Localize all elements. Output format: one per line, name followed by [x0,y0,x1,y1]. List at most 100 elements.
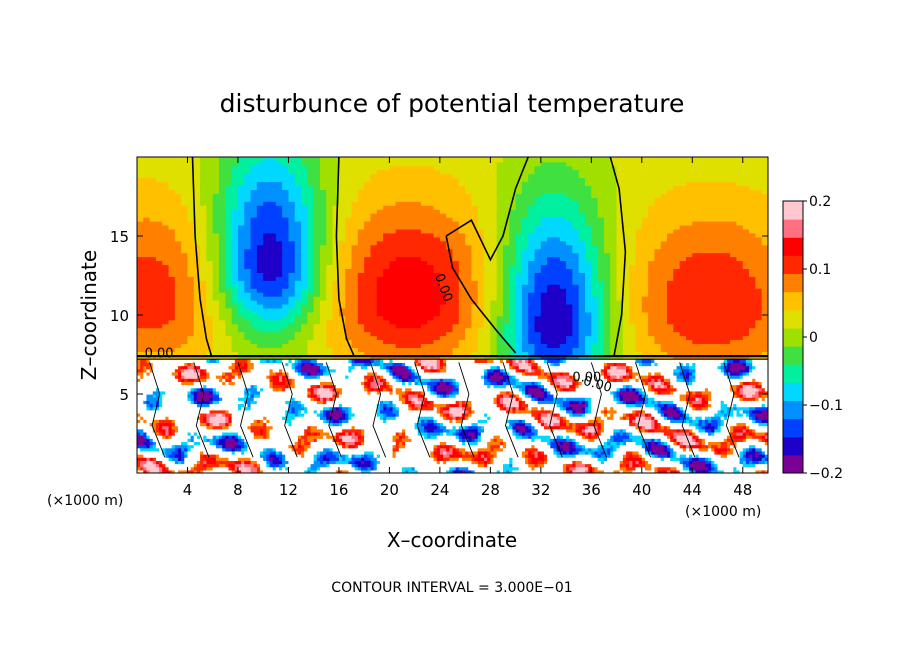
field-cell [225,256,233,262]
field-cell [155,343,163,348]
field-cell [187,181,195,187]
field-cell [206,339,214,345]
field-cell [465,181,473,187]
field-cell [357,173,365,179]
field-cell [736,335,744,341]
field-cell [200,240,208,246]
field-cell [704,217,712,222]
field-cell [540,264,548,269]
field-cell [452,189,460,194]
field-cell [288,157,296,159]
field-cell [263,177,271,183]
field-cell [559,252,567,258]
field-cell [502,201,510,206]
field-cell [181,185,189,190]
field-cell [364,209,372,214]
field-cell [736,355,744,360]
field-cell [502,256,510,262]
field-cell [414,272,422,277]
field-cell [704,311,712,317]
field-cell [231,284,239,289]
field-cell [263,165,271,171]
field-cell [137,244,144,250]
field-cell [591,343,599,348]
field-cell [629,201,637,206]
field-cell [446,335,454,341]
field-cell [471,244,479,250]
field-cell [540,276,548,281]
field-cell [414,292,422,297]
field-cell [376,248,384,254]
field-cell [143,228,151,234]
field-cell [301,276,308,281]
field-cell [137,240,144,246]
field-cell [263,260,271,266]
field-cell [654,157,662,163]
field-cell [162,280,170,285]
field-cell [496,185,504,190]
field-cell [282,240,290,246]
field-cell [654,292,662,297]
field-cell [269,205,277,210]
field-cell [711,193,719,198]
field-cell [313,236,321,242]
field-cell [458,224,466,230]
field-cell [509,217,517,222]
field-cell [484,296,491,301]
field-cell [654,213,662,218]
field-cell [610,335,618,341]
field-cell [250,205,258,210]
field-cell [364,315,372,321]
field-cell [528,240,536,246]
field-cell [465,169,473,175]
field-cell [484,351,491,356]
field-cell [521,311,529,317]
field-cell [679,351,687,356]
field-cell [446,157,454,163]
field-cell [376,177,384,183]
field-cell [319,193,327,198]
field-cell [692,165,700,171]
field-cell [237,296,245,301]
field-cell [547,213,555,218]
field-cell [736,252,744,258]
field-cell [181,351,189,356]
field-cell [206,335,214,341]
field-cell [515,323,523,329]
field-cell [673,240,681,246]
field-cell [585,276,592,281]
field-cell [603,264,611,269]
field-cell [250,197,258,202]
field-cell [616,296,624,301]
field-cell [212,248,220,254]
field-cell [641,339,649,345]
field-cell [231,307,239,313]
field-cell [698,272,706,277]
field-cell [452,157,460,159]
field-cell [439,303,447,309]
field-cell [269,292,277,297]
field-cell [477,252,485,258]
field-cell [174,280,182,285]
field-cell [143,240,151,246]
field-cell [698,331,706,337]
field-cell [515,157,523,159]
field-cell [698,351,706,356]
field-cell [553,157,561,163]
field-cell [736,331,744,337]
field-cell [288,209,296,214]
field-cell [433,209,441,214]
field-cell [307,177,315,183]
field-cell [439,292,447,297]
field-cell [162,256,170,262]
field-cell [704,193,712,198]
field-cell [591,217,599,222]
field-cell [288,161,296,167]
field-cell [206,185,214,190]
field-cell [200,331,208,337]
field-cell [389,347,397,352]
field-cell [313,331,321,337]
field-cell [433,288,441,293]
field-cell [603,220,611,226]
field-cell [648,335,656,341]
